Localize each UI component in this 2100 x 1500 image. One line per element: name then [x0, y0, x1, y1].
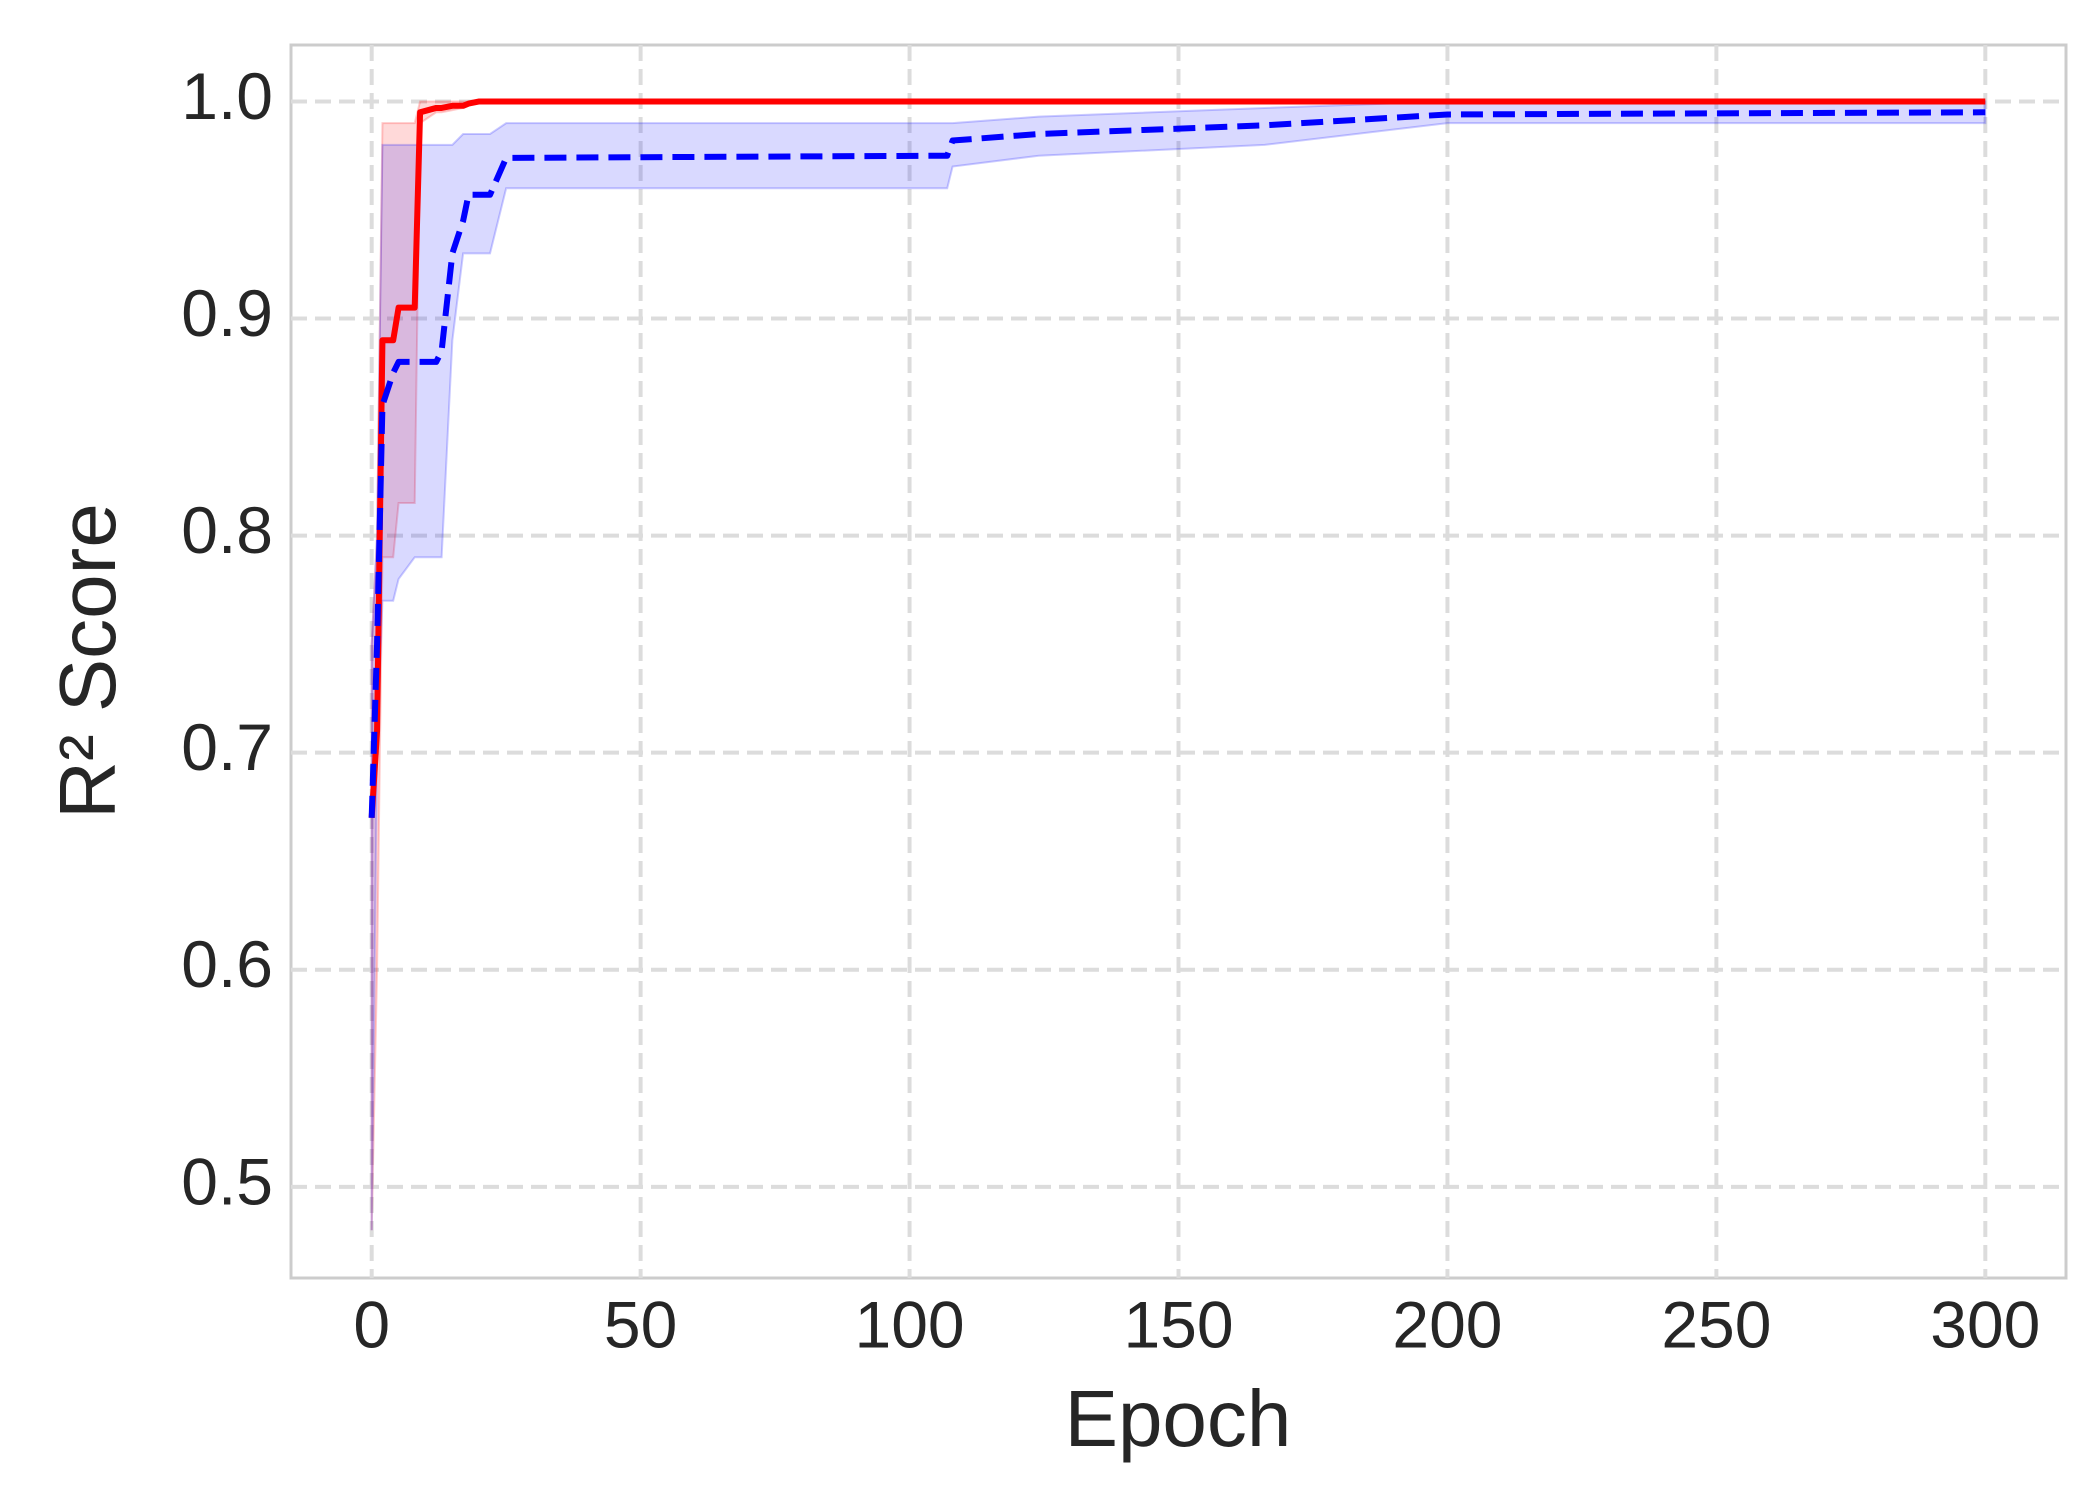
x-tick-label: 200: [1392, 1287, 1502, 1361]
y-tick-label: 0.8: [181, 493, 273, 567]
x-tick-label: 250: [1661, 1287, 1771, 1361]
x-tick-label: 300: [1930, 1287, 2040, 1361]
x-tick-label: 100: [854, 1287, 964, 1361]
x-axis-label: Epoch: [1065, 1374, 1292, 1463]
series-line: [368, 109, 1986, 818]
confidence-band: [370, 100, 1987, 1231]
x-tick-label: 0: [353, 1287, 390, 1361]
plot-frame: [289, 43, 2068, 1280]
y-tick-label: 0.7: [181, 710, 273, 784]
y-tick-label: 0.6: [181, 927, 273, 1001]
y-tick-label: 0.5: [181, 1144, 273, 1218]
x-tick-label: 50: [604, 1287, 677, 1361]
series-line: [368, 98, 1986, 818]
y-tick-label: 0.9: [181, 276, 273, 350]
y-tick-label: 1.0: [181, 59, 273, 133]
y-axis-label: R² Score: [43, 503, 132, 819]
x-tick-label: 150: [1123, 1287, 1233, 1361]
